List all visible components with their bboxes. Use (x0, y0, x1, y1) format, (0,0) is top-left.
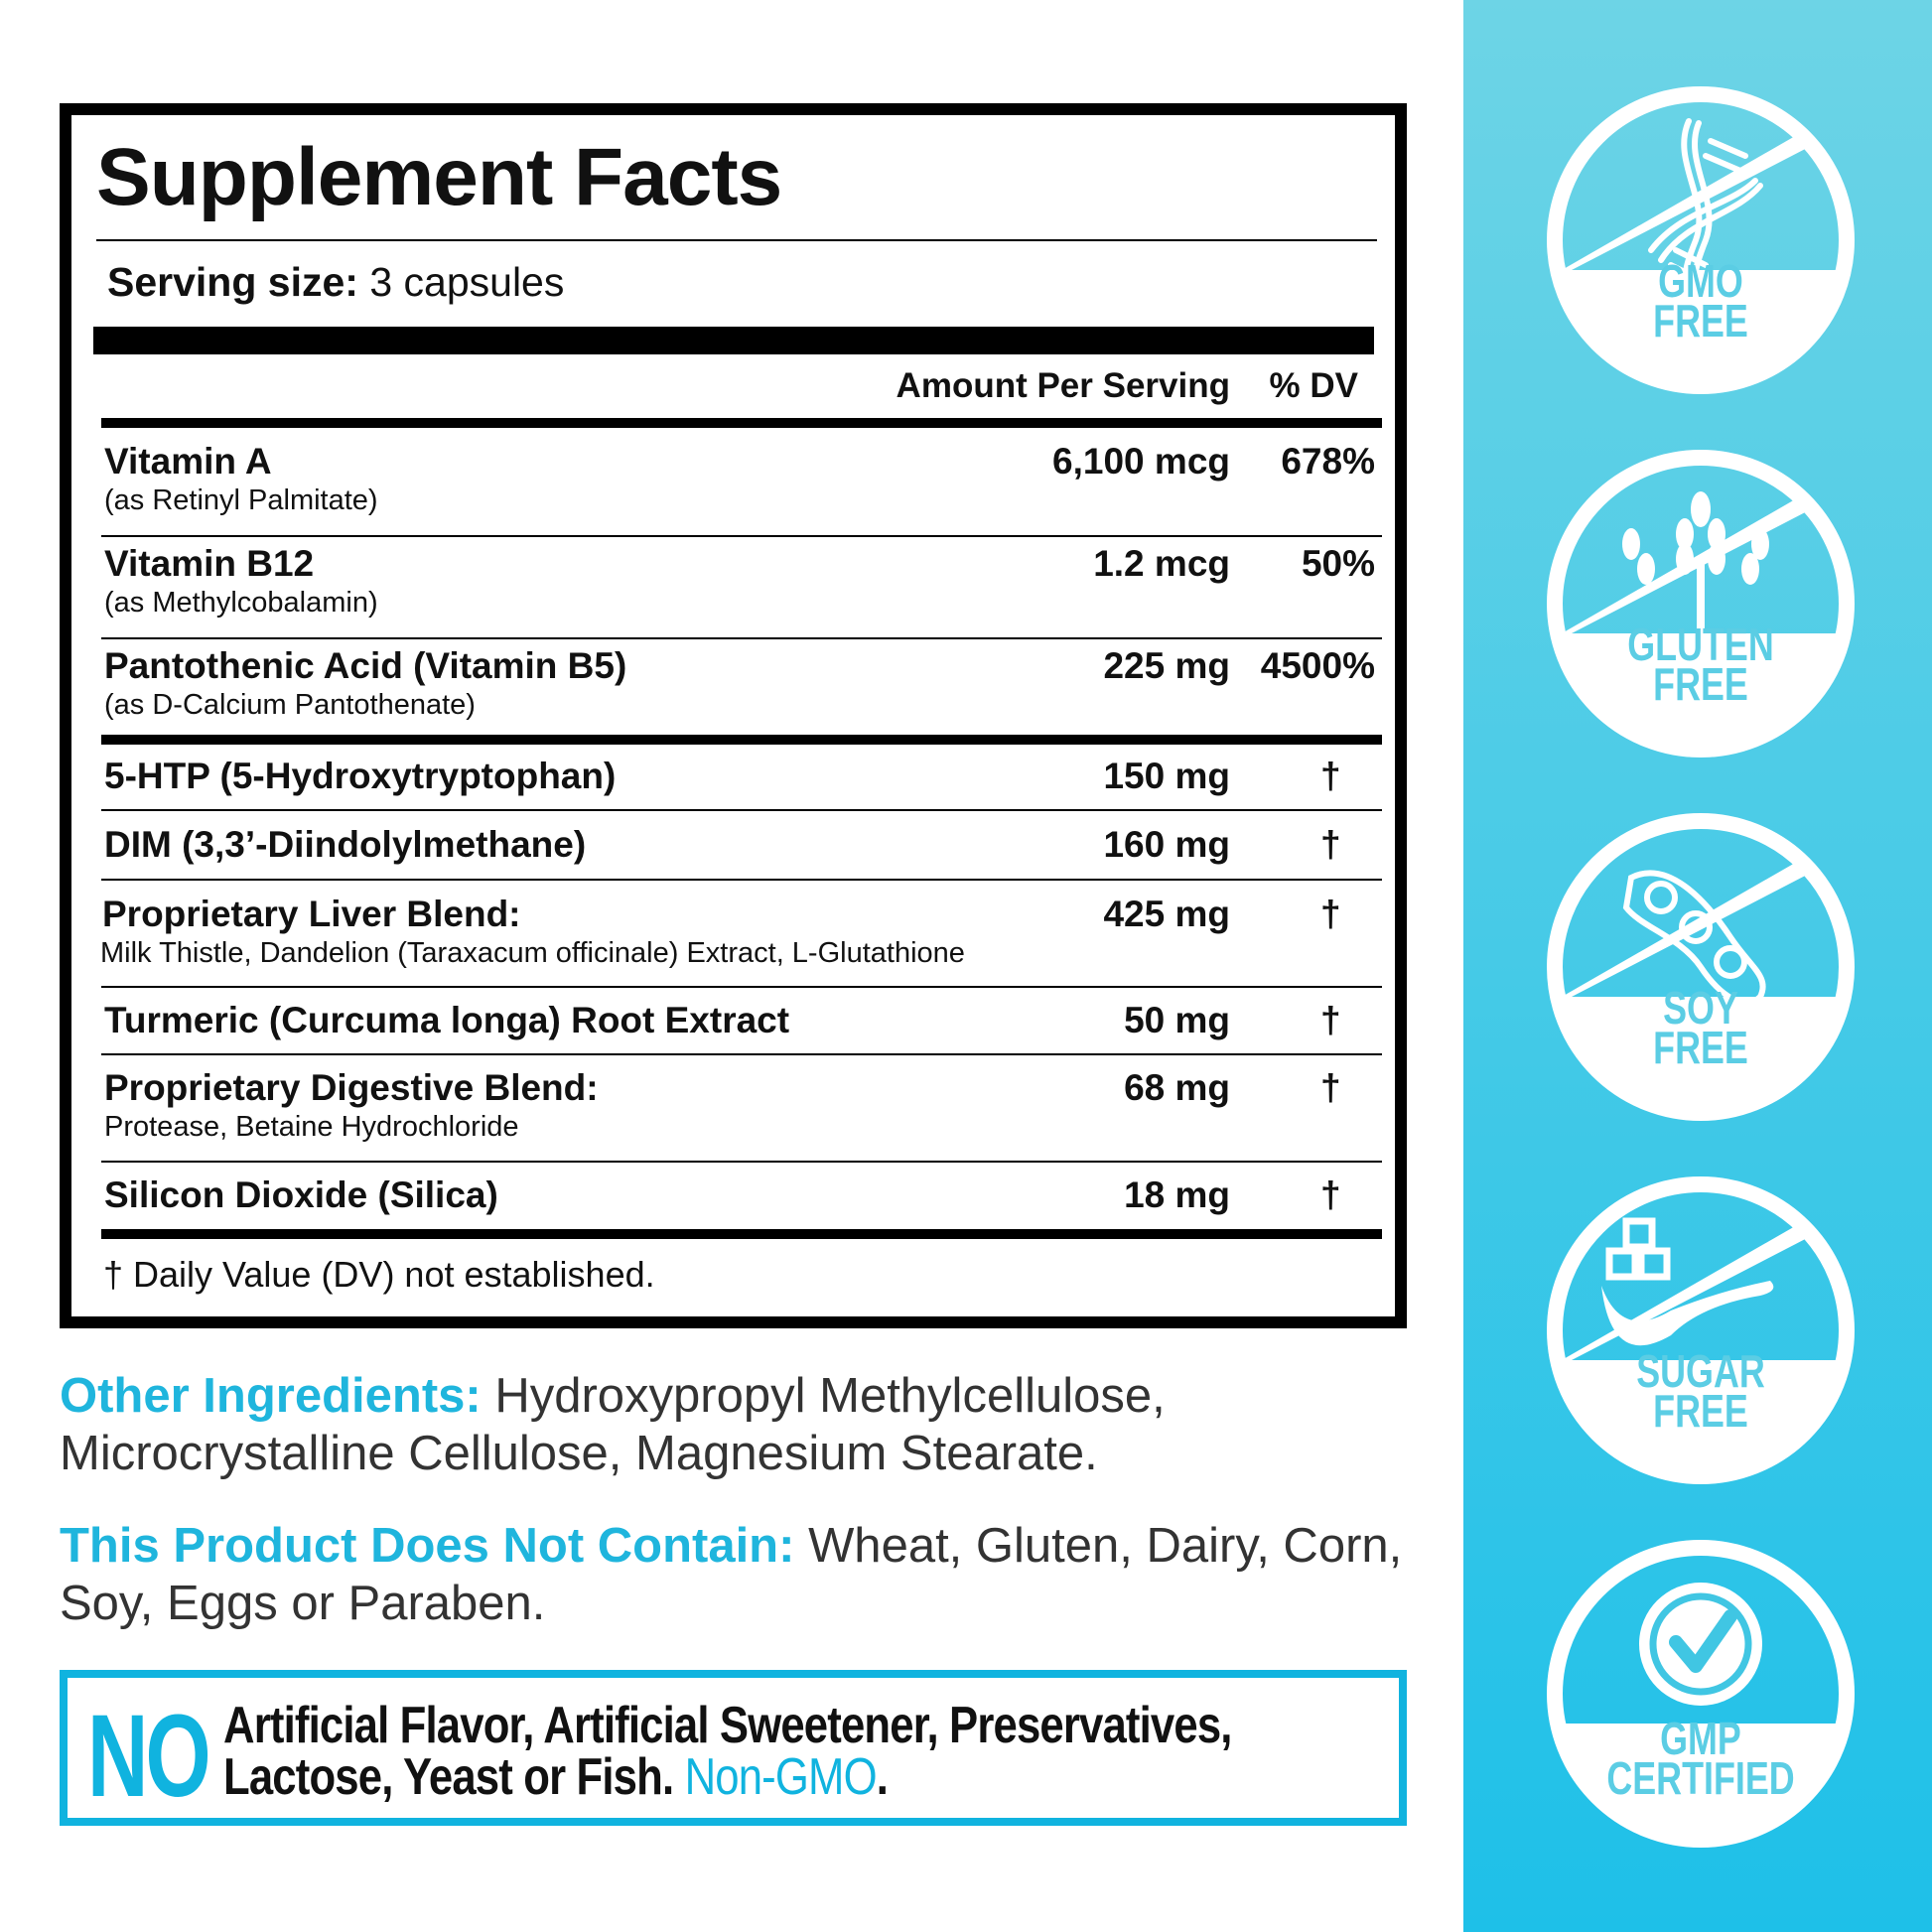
badge-gmo: GMO FREE (1547, 86, 1855, 394)
nutrient-amount: 50 mg (1124, 1000, 1230, 1040)
nutrient-amount: 150 mg (1103, 756, 1230, 796)
nutrient-amount: 160 mg (1103, 824, 1230, 865)
nutrient-amount: 425 mg (1103, 894, 1230, 934)
no-additives-box (60, 1670, 1407, 1826)
nutrient-name: Proprietary Liver Blend: (102, 894, 521, 934)
badge-label: SOY FREE (1653, 982, 1748, 1073)
nutrient-source: (as Methylcobalamin) (104, 587, 378, 619)
badge-gmp: GMP CERTIFIED (1547, 1540, 1855, 1848)
soybean-icon (1547, 813, 1855, 1121)
supplement-facts-box (60, 103, 1407, 1328)
badge-label: SUGAR FREE (1636, 1345, 1765, 1437)
nutrient-source: Milk Thistle, Dandelion (Taraxacum offic… (100, 937, 965, 969)
thick-divider (101, 418, 1382, 428)
dv-dagger: † (1320, 894, 1341, 934)
no-additives-text: Artificial Flavor, Artificial Sweetener,… (223, 1697, 1232, 1806)
wheat-icon (1547, 450, 1855, 758)
nutrient-dv: 50% (1301, 543, 1375, 584)
badge-label: GMO FREE (1653, 255, 1748, 346)
nutrient-amount: 6,100 mcg (1052, 441, 1230, 482)
dv-dagger: † (1320, 824, 1341, 865)
row-divider (101, 637, 1382, 639)
nutrient-name: 5-HTP (5-Hydroxytryptophan) (104, 756, 617, 796)
nutrient-dv: 678% (1281, 441, 1375, 482)
row-divider (101, 535, 1382, 537)
nutrient-name: Vitamin B12 (104, 543, 315, 584)
sugar-spoon-icon (1547, 1176, 1855, 1484)
dv-header: % DV (1269, 366, 1358, 405)
nutrient-dv: 4500% (1260, 645, 1375, 686)
dv-dagger: † (1320, 1067, 1341, 1108)
nutrient-amount: 18 mg (1124, 1174, 1230, 1215)
nutrient-name: Pantothenic Acid (Vitamin B5) (104, 645, 627, 686)
row-divider (101, 809, 1382, 811)
nutrient-source: Protease, Betaine Hydrochloride (104, 1111, 519, 1143)
badge-label: GLUTEN FREE (1627, 619, 1774, 710)
no-label: NO (87, 1691, 211, 1822)
nutrient-name: Turmeric (Curcuma longa) Root Extract (104, 1000, 790, 1040)
other-ingredients: Other Ingredients: Hydroxypropyl Methylc… (60, 1369, 1166, 1480)
nutrient-amount: 68 mg (1124, 1067, 1230, 1108)
badge-sugar: SUGAR FREE (1547, 1176, 1855, 1484)
badge-gluten: GLUTEN FREE (1547, 450, 1855, 758)
nutrient-name: Vitamin A (104, 441, 272, 482)
row-divider (101, 879, 1382, 881)
nutrient-amount: 225 mg (1103, 645, 1230, 686)
nutrient-source: (as Retinyl Palmitate) (104, 484, 378, 516)
nutrient-name: Proprietary Digestive Blend: (104, 1067, 599, 1108)
divider (96, 239, 1377, 241)
dv-dagger: † (1320, 1000, 1341, 1040)
facts-title: Supplement Facts (96, 132, 782, 222)
badge-label: GMP CERTIFIED (1606, 1713, 1795, 1804)
does-not-contain: This Product Does Not Contain: Wheat, Gl… (60, 1519, 1403, 1630)
serving-size: Serving size: 3 capsules (107, 259, 565, 305)
row-divider (101, 1161, 1382, 1163)
footnote: † Daily Value (DV) not established. (103, 1254, 655, 1295)
row-divider (101, 1053, 1382, 1055)
thick-divider (93, 327, 1374, 354)
row-divider (101, 986, 1382, 988)
amount-header: Amount Per Serving (896, 366, 1230, 405)
row-divider (101, 1229, 1382, 1239)
badge-soy: SOY FREE (1547, 813, 1855, 1121)
nutrient-amount: 1.2 mcg (1093, 543, 1230, 584)
dv-dagger: † (1320, 1174, 1341, 1215)
check-seal-icon (1547, 1540, 1855, 1848)
row-divider (101, 735, 1382, 745)
dna-icon (1547, 86, 1855, 394)
nutrient-name: Silicon Dioxide (Silica) (104, 1174, 498, 1215)
nutrient-source: (as D-Calcium Pantothenate) (104, 689, 476, 721)
dv-dagger: † (1320, 756, 1341, 796)
nutrient-name: DIM (3,3’-Diindolylmethane) (104, 824, 587, 865)
